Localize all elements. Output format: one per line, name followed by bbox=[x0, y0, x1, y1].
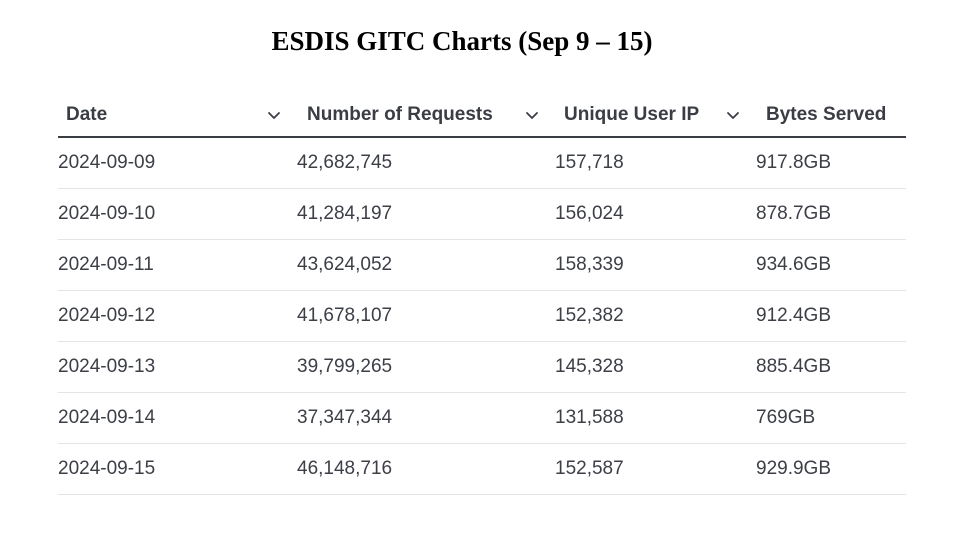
cell-number-of-requests: 42,682,745 bbox=[297, 137, 555, 189]
table-row: 2024-09-13 39,799,265 145,328 885.4GB bbox=[58, 341, 906, 393]
column-header-label: Bytes Served bbox=[766, 104, 887, 125]
cell-bytes-served: 885.4GB bbox=[756, 341, 906, 393]
cell-date: 2024-09-13 bbox=[58, 341, 297, 393]
page-title: ESDIS GITC Charts (Sep 9 – 15) bbox=[271, 26, 653, 56]
cell-date: 2024-09-15 bbox=[58, 443, 297, 495]
column-header-label: Unique User IP bbox=[564, 104, 700, 125]
cell-number-of-requests: 46,148,716 bbox=[297, 443, 555, 495]
table-row: 2024-09-15 46,148,716 152,587 929.9GB bbox=[58, 443, 906, 495]
cell-unique-user-ip: 158,339 bbox=[555, 239, 756, 291]
cell-date: 2024-09-10 bbox=[58, 188, 297, 240]
table-row: 2024-09-12 41,678,107 152,382 912.4GB bbox=[58, 290, 906, 342]
cell-unique-user-ip: 145,328 bbox=[555, 341, 756, 393]
cell-bytes-served: 878.7GB bbox=[756, 188, 906, 240]
cell-number-of-requests: 37,347,344 bbox=[297, 392, 555, 444]
cell-unique-user-ip: 157,718 bbox=[555, 137, 756, 189]
column-header-number-of-requests[interactable]: Number of Requests bbox=[297, 94, 555, 138]
cell-number-of-requests: 43,624,052 bbox=[297, 239, 555, 291]
table-row: 2024-09-10 41,284,197 156,024 878.7GB bbox=[58, 188, 906, 240]
cell-unique-user-ip: 152,382 bbox=[555, 290, 756, 342]
cell-unique-user-ip: 156,024 bbox=[555, 188, 756, 240]
column-header-unique-user-ip[interactable]: Unique User IP bbox=[555, 94, 756, 138]
table-row: 2024-09-14 37,347,344 131,588 769GB bbox=[58, 392, 906, 444]
cell-bytes-served: 934.6GB bbox=[756, 239, 906, 291]
column-header-bytes-served[interactable]: Bytes Served bbox=[756, 94, 906, 138]
data-table: Date Number of Requests Unique User IP bbox=[58, 94, 906, 495]
table-row: 2024-09-11 43,624,052 158,339 934.6GB bbox=[58, 239, 906, 291]
cell-date: 2024-09-14 bbox=[58, 392, 297, 444]
cell-number-of-requests: 41,284,197 bbox=[297, 188, 555, 240]
cell-number-of-requests: 41,678,107 bbox=[297, 290, 555, 342]
cell-date: 2024-09-11 bbox=[58, 239, 297, 291]
cell-bytes-served: 769GB bbox=[756, 392, 906, 444]
chevron-down-icon[interactable] bbox=[724, 106, 742, 124]
column-header-date[interactable]: Date bbox=[58, 94, 297, 138]
cell-date: 2024-09-12 bbox=[58, 290, 297, 342]
cell-bytes-served: 917.8GB bbox=[756, 137, 906, 189]
cell-number-of-requests: 39,799,265 bbox=[297, 341, 555, 393]
table-header-row: Date Number of Requests Unique User IP bbox=[58, 94, 906, 138]
column-header-label: Date bbox=[66, 104, 108, 125]
cell-bytes-served: 929.9GB bbox=[756, 443, 906, 495]
table-row: 2024-09-09 42,682,745 157,718 917.8GB bbox=[58, 137, 906, 189]
chevron-down-icon[interactable] bbox=[523, 106, 541, 124]
chevron-down-icon[interactable] bbox=[265, 106, 283, 124]
column-header-label: Number of Requests bbox=[307, 104, 493, 125]
cell-bytes-served: 912.4GB bbox=[756, 290, 906, 342]
cell-date: 2024-09-09 bbox=[58, 137, 297, 189]
cell-unique-user-ip: 152,587 bbox=[555, 443, 756, 495]
cell-unique-user-ip: 131,588 bbox=[555, 392, 756, 444]
